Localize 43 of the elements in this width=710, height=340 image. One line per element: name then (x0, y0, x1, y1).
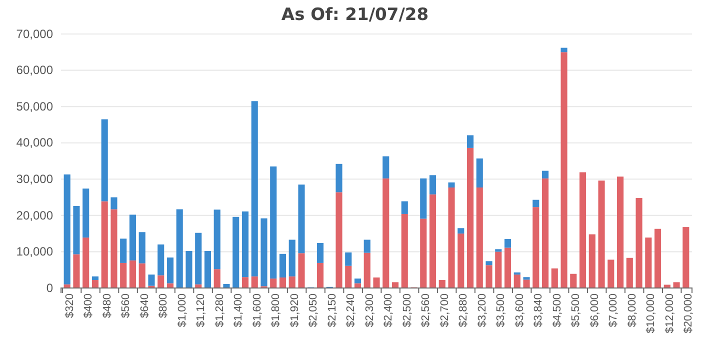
x-tick-label: $3,200 (476, 294, 488, 328)
chart-title: As Of: 21/07/28 (281, 5, 429, 25)
x-tick-label: $2,150 (326, 294, 338, 328)
x-tick-label: $4,500 (551, 294, 564, 328)
x-tick-label: $2,560 (420, 294, 432, 328)
x-tick-label: $12,000 (664, 294, 676, 334)
x-tick-label: $2,240 (345, 294, 358, 328)
x-tick-label: $2,050 (308, 294, 320, 328)
x-tick-label: $1,400 (232, 294, 245, 328)
y-tick-label: 0 (46, 280, 54, 295)
x-tick-label: $1,120 (195, 294, 208, 328)
x-tick-label: $6,000 (588, 294, 601, 328)
x-tick-label: $400 (82, 294, 95, 318)
x-tick-label: $560 (120, 294, 132, 318)
x-tick-label: $640 (138, 294, 151, 318)
x-tick-label: $8,000 (626, 294, 638, 328)
x-tick-label: $2,500 (401, 294, 414, 328)
x-tick-label: $1,000 (176, 294, 188, 328)
x-tick-label: $10,000 (645, 294, 658, 334)
x-tick-label: $800 (158, 294, 170, 318)
x-tick-label: $1,280 (214, 294, 226, 328)
x-tick-label: $3,500 (495, 294, 508, 328)
x-tick-label: $5,500 (570, 294, 582, 328)
y-tick-label: 60,000 (16, 63, 54, 78)
x-tick-label: $7,000 (608, 294, 620, 328)
y-tick-label: 70,000 (16, 26, 54, 41)
x-tick-label: $20,000 (682, 294, 695, 334)
y-tick-label: 50,000 (16, 99, 54, 114)
x-tick-label: $2,880 (458, 294, 470, 328)
y-tick-label: 20,000 (16, 208, 54, 222)
x-tick-label: $2,300 (364, 294, 376, 328)
x-tick-label: $1,920 (288, 294, 301, 328)
x-tick-label: $1,800 (270, 294, 282, 328)
y-tick-label: 10,000 (16, 244, 54, 259)
y-tick-label: 30,000 (16, 172, 54, 186)
x-tick-label: $480 (101, 294, 114, 318)
y-tick-label: 40,000 (16, 136, 54, 150)
x-tick-label: $320 (64, 294, 76, 318)
x-tick-label: $3,600 (514, 294, 526, 328)
x-tick-label: $1,600 (251, 294, 264, 328)
x-tick-label: $2,700 (438, 294, 451, 328)
x-tick-label: $2,400 (382, 294, 395, 328)
x-tick-label: $3,840 (532, 294, 545, 328)
